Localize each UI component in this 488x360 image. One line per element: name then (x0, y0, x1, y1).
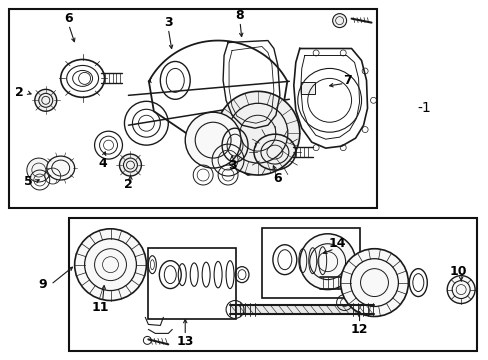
Bar (148, 248, 236, 319)
Circle shape (299, 234, 355, 289)
Text: 3: 3 (163, 16, 172, 29)
Bar (9, 9, 377, 208)
Text: 14: 14 (328, 237, 346, 250)
Circle shape (216, 91, 299, 175)
Text: 2: 2 (16, 86, 24, 99)
Text: 7: 7 (343, 74, 351, 87)
Text: -1: -1 (416, 101, 430, 115)
Text: 10: 10 (448, 265, 466, 278)
Text: 11: 11 (92, 301, 109, 314)
Text: 9: 9 (39, 278, 47, 291)
Circle shape (27, 158, 51, 182)
Text: 6: 6 (273, 171, 282, 185)
Text: 2: 2 (124, 179, 133, 192)
Text: 6: 6 (64, 12, 73, 25)
Text: 12: 12 (350, 323, 367, 336)
Text: 13: 13 (176, 335, 194, 348)
Ellipse shape (47, 156, 75, 180)
Bar (300, 82, 314, 94)
Text: 8: 8 (235, 9, 244, 22)
Circle shape (75, 229, 146, 301)
Circle shape (447, 276, 474, 303)
Bar (262, 228, 359, 298)
Bar (68, 218, 476, 351)
Circle shape (185, 112, 241, 168)
Text: 4: 4 (98, 157, 107, 170)
Ellipse shape (119, 154, 141, 176)
Text: 5: 5 (24, 175, 33, 189)
Circle shape (332, 14, 346, 28)
Ellipse shape (35, 89, 57, 111)
Circle shape (340, 249, 407, 316)
Text: 3: 3 (227, 158, 236, 172)
